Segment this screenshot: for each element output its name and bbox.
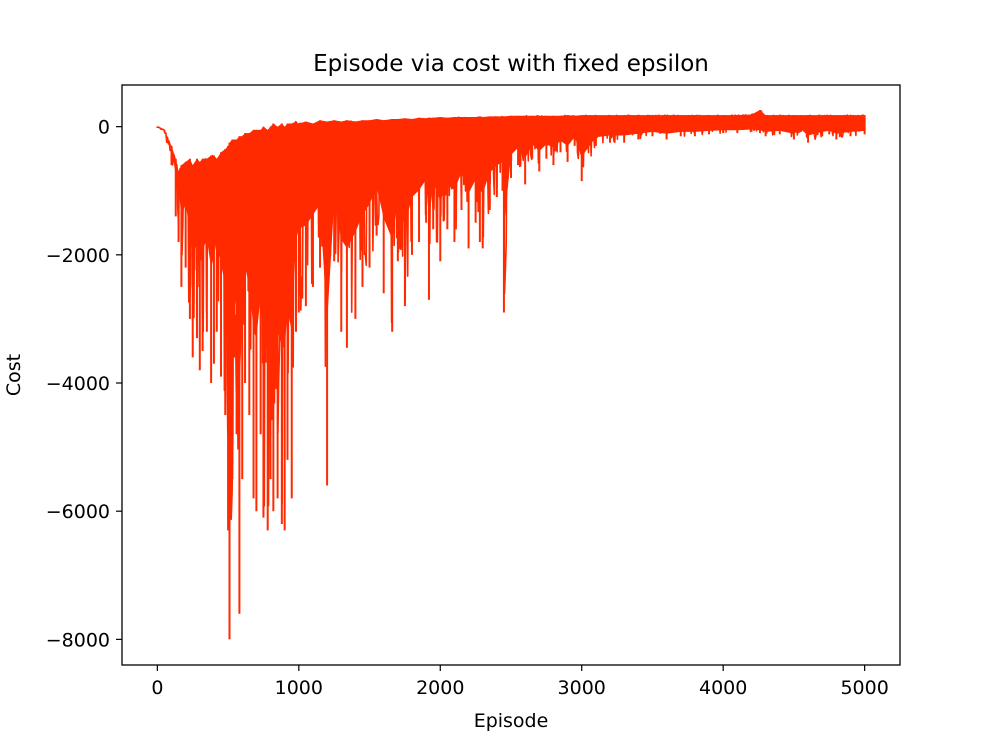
y-axis: 0 −2000 −4000 −6000 −8000	[46, 117, 122, 651]
y-tick-label: 0	[98, 117, 110, 139]
x-tick-label: 0	[151, 677, 163, 699]
y-tick-label: −6000	[46, 501, 110, 523]
x-axis: 0 1000 2000 3000 4000 5000	[151, 665, 889, 699]
data-series	[156, 109, 866, 640]
x-tick-label: 3000	[558, 677, 606, 699]
x-tick-label: 1000	[275, 677, 323, 699]
x-axis-label: Episode	[474, 710, 549, 732]
y-tick-label: −8000	[46, 629, 110, 651]
y-tick-label: −4000	[46, 373, 110, 395]
x-tick-label: 2000	[416, 677, 464, 699]
y-axis-label: Cost	[3, 354, 25, 396]
x-tick-label: 4000	[699, 677, 747, 699]
chart-title: Episode via cost with fixed epsilon	[313, 51, 709, 77]
x-tick-label: 5000	[840, 677, 888, 699]
plot-frame	[121, 84, 901, 666]
y-tick-label: −2000	[46, 245, 110, 267]
